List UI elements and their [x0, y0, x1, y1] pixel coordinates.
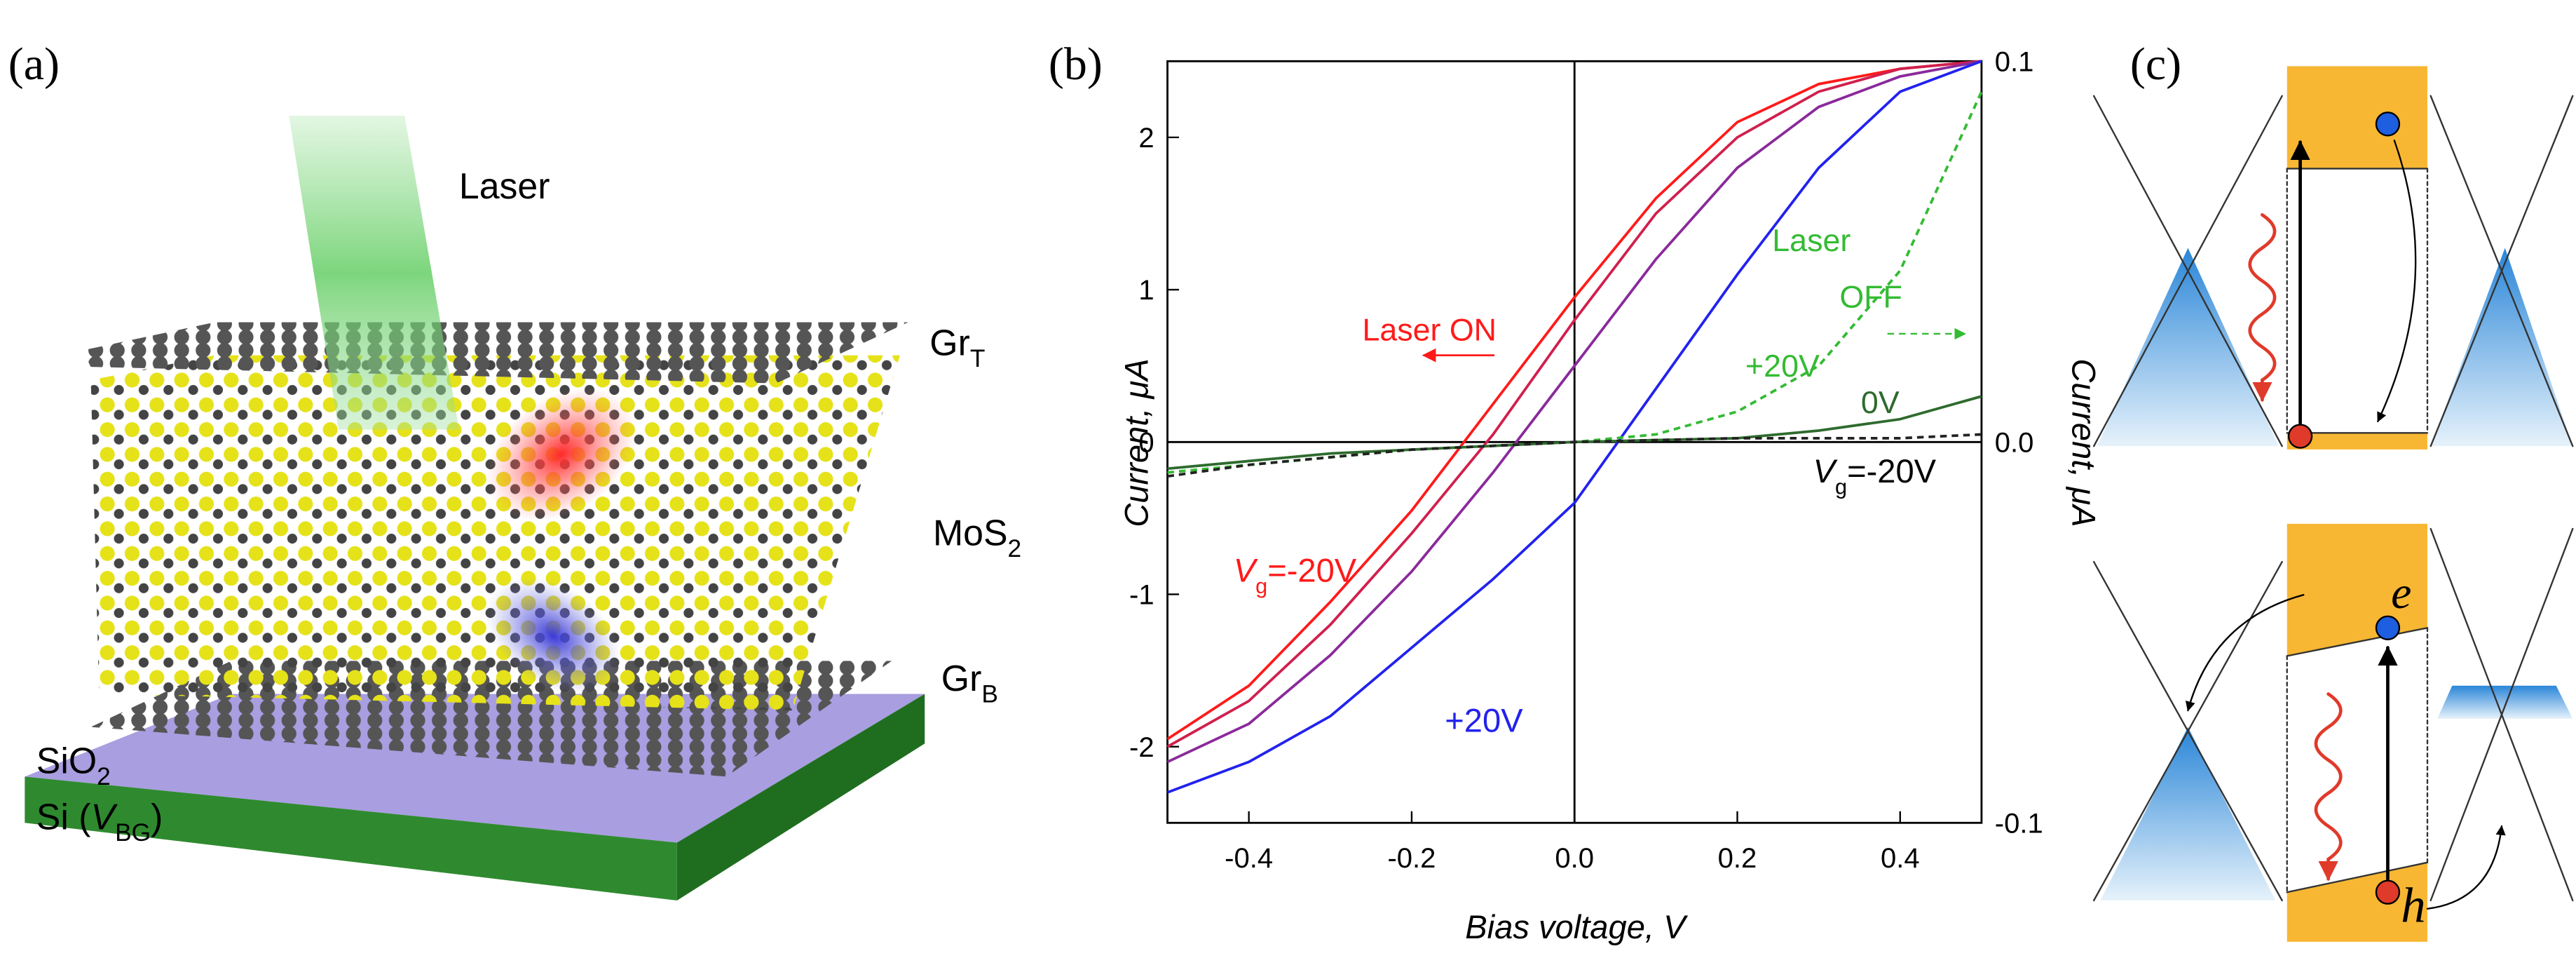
y-tick-label: 1 — [1138, 275, 1154, 306]
band-edge — [2286, 861, 2429, 893]
panel-label: (a) — [8, 39, 60, 90]
y-tick-label: -1 — [1129, 580, 1154, 611]
panel-c: (c) e h — [2092, 39, 2574, 942]
electron-transfer — [2185, 594, 2305, 712]
series-line — [1166, 60, 1982, 794]
electron — [2375, 615, 2401, 640]
y2-axis-label: Current, μA — [2065, 358, 2102, 527]
x-tick-label: -0.4 — [1225, 843, 1273, 874]
laser-beam — [289, 116, 459, 430]
x-tick-label: 0.4 — [1881, 843, 1920, 874]
hole-label: h — [2401, 879, 2425, 933]
dirac-cone — [2100, 727, 2276, 901]
dirac-lines — [2430, 527, 2574, 902]
relax-arrow — [2377, 140, 2417, 423]
annotation: +20V — [1445, 702, 1523, 739]
mos2-label: MoS2 — [933, 513, 1021, 562]
y2-tick-label: 0.0 — [1995, 427, 2034, 458]
photon — [2248, 213, 2277, 403]
x-tick-label: -0.2 — [1387, 843, 1436, 874]
dirac-lines — [2430, 95, 2574, 447]
sio2-label: SiO2 — [36, 741, 111, 790]
series-line — [1166, 60, 1982, 748]
panel-label: (b) — [1049, 39, 1103, 90]
annotation: Laser — [1772, 223, 1851, 258]
x-tick-label: 0.2 — [1718, 843, 1757, 874]
hole — [2287, 424, 2313, 449]
electron-label: e — [2391, 567, 2411, 619]
dirac-cone — [2437, 685, 2573, 719]
annotation: OFF — [1839, 279, 1902, 314]
annotation: +20V — [1745, 349, 1820, 384]
annotation: Laser ON — [1363, 312, 1497, 347]
gr-top-label: GrT — [929, 323, 985, 372]
electron — [2375, 112, 2401, 137]
substrate-front — [25, 776, 677, 901]
si-label: Si (VBG) — [36, 797, 163, 846]
dirac-cone — [2430, 248, 2573, 447]
series-line — [1166, 60, 1982, 741]
hole — [2375, 879, 2401, 905]
panel-label: (c) — [2130, 39, 2181, 90]
electron-cloud — [486, 387, 637, 522]
panel-b: (b) Bias voltage, V Current, μA Current,… — [1049, 39, 2103, 945]
substrate-side — [676, 694, 925, 901]
band — [2287, 66, 2427, 169]
series-line — [1167, 433, 1982, 478]
gr-bottom-label: GrB — [941, 658, 998, 708]
dirac-lines — [2092, 95, 2283, 447]
dirac-cone — [2097, 248, 2279, 447]
series-line — [1166, 60, 1982, 764]
annotation: Vg=-20V — [1234, 551, 1357, 598]
x-axis-label: Bias voltage, V — [1465, 908, 1689, 945]
mos2-layers — [90, 355, 900, 711]
y-tick-label: 0 — [1138, 427, 1154, 458]
y2-tick-label: -0.1 — [1995, 808, 2043, 839]
annotation: 0V — [1861, 385, 1900, 420]
y-axis-label: Current, μA — [1117, 358, 1154, 527]
hole-transfer — [2426, 825, 2506, 910]
y-tick-label: 2 — [1138, 123, 1154, 154]
band-edge — [2286, 627, 2429, 657]
photon — [2314, 692, 2343, 882]
x-tick-label: 0.0 — [1555, 843, 1594, 874]
graphene-top — [82, 322, 908, 384]
panel-a: (a) Laser GrT MoS2 GrB SiO2 Si (VBG) — [8, 39, 1021, 901]
annotation: Vg=-20V — [1813, 452, 1937, 499]
hole-cloud — [486, 577, 621, 696]
y-tick-label: -2 — [1129, 732, 1154, 763]
y2-tick-label: 0.1 — [1995, 46, 2034, 77]
band — [2287, 433, 2427, 450]
laser-label: Laser — [459, 166, 550, 206]
